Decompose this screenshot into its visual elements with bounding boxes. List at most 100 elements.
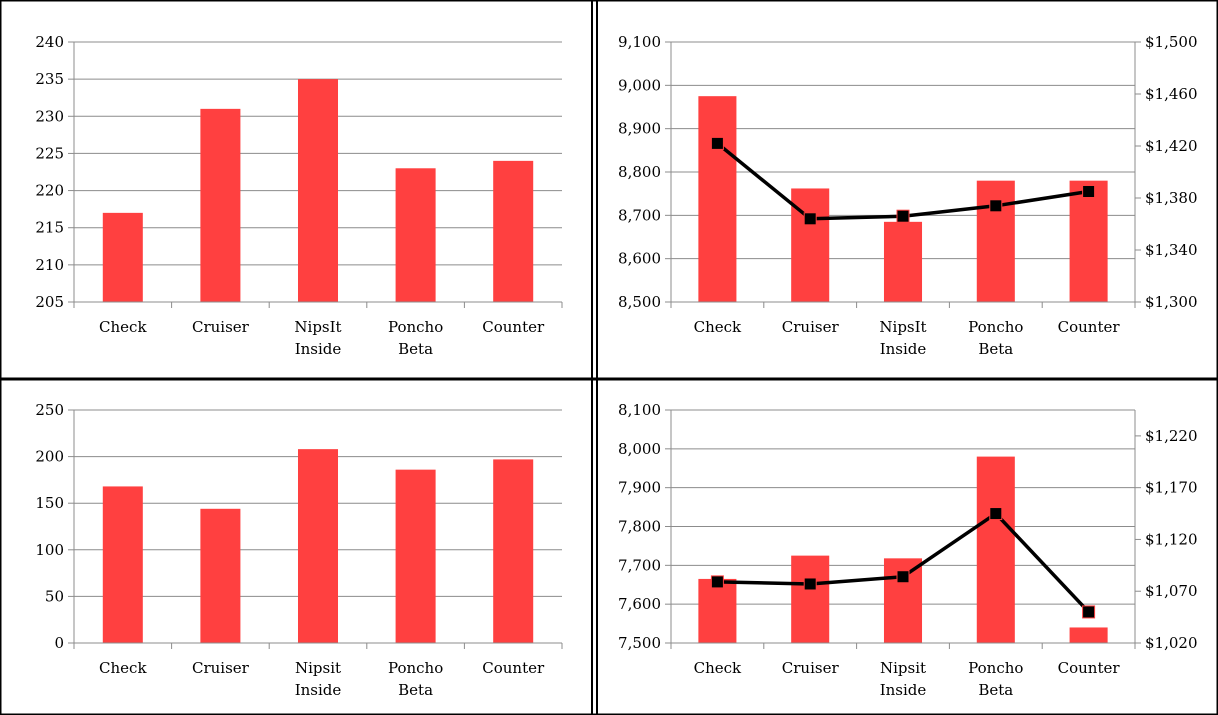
line-point-1 <box>803 577 817 591</box>
x-tick-label: Inside <box>880 681 927 699</box>
y-tick-label: 215 <box>35 219 64 237</box>
secondary-tick-label: $1,380 <box>1145 189 1198 207</box>
x-tick-label: Cruiser <box>782 318 840 336</box>
secondary-tick-label: $1,300 <box>1145 293 1198 311</box>
x-tick-label: Inside <box>295 340 342 358</box>
y-tick-label: 205 <box>35 293 64 311</box>
bar-2 <box>297 79 339 303</box>
chart-top-left: 205 210 215 220 225 230 235 240 Check Cruiser Nips… <box>35 33 563 358</box>
bar-3 <box>976 180 1015 302</box>
y-tick-label: 8,600 <box>618 250 661 268</box>
x-tick-label: Beta <box>398 681 433 699</box>
x-tick-label: Cruiser <box>192 318 250 336</box>
bar-4 <box>1069 180 1108 302</box>
x-tick-label: Poncho <box>388 659 443 677</box>
y-tick-label: 9,100 <box>618 33 661 51</box>
x-tick-label: Inside <box>880 340 927 358</box>
x-tick-label: NipsIt <box>294 318 341 336</box>
line-point-3 <box>989 199 1003 213</box>
y-tick-label: 250 <box>35 401 64 419</box>
secondary-tick-label: $1,020 <box>1145 634 1198 652</box>
y-tick-label: 100 <box>35 541 64 559</box>
y-tick-label: 8,500 <box>618 293 661 311</box>
secondary-tick-label: $1,460 <box>1145 85 1198 103</box>
y-tick-label: 240 <box>35 33 64 51</box>
y-tick-label: 9,000 <box>618 76 661 94</box>
y-tick-label: 0 <box>54 634 64 652</box>
x-tick-label: Beta <box>398 340 433 358</box>
bar-3 <box>395 469 436 643</box>
secondary-tick-label: $1,500 <box>1145 33 1198 51</box>
bar-1 <box>791 188 830 302</box>
y-tick-label: 8,800 <box>618 163 661 181</box>
y-tick-label: 220 <box>35 182 64 200</box>
x-tick-label: Counter <box>482 659 545 677</box>
x-tick-label: Poncho <box>388 318 443 336</box>
y-tick-label: 8,700 <box>618 206 661 224</box>
y-tick-label: 7,600 <box>618 595 661 613</box>
x-tick-label: Check <box>99 318 147 336</box>
line-point-1 <box>803 212 817 226</box>
chart-bottom-left: 0 50 100 150 200 250 Check Cruiser Nipsit Inside P… <box>35 401 563 699</box>
secondary-tick-label: $1,070 <box>1145 582 1198 600</box>
line-point-0 <box>710 136 724 150</box>
bar-2 <box>297 449 339 643</box>
secondary-tick-label: $1,170 <box>1145 479 1198 497</box>
bar-4 <box>493 459 534 643</box>
line-point-3 <box>989 507 1003 521</box>
x-tick-label: Counter <box>1058 318 1121 336</box>
bar-4 <box>1069 627 1108 643</box>
secondary-tick-label: $1,420 <box>1145 137 1198 155</box>
y-tick-label: 210 <box>35 256 64 274</box>
x-tick-label: NipsIt <box>879 318 926 336</box>
y-tick-label: 8,100 <box>618 401 661 419</box>
y-tick-label: 7,500 <box>618 634 661 652</box>
x-tick-label: Check <box>99 659 147 677</box>
line-point-2 <box>896 570 910 584</box>
x-tick-label: Counter <box>1058 659 1121 677</box>
x-tick-label: Cruiser <box>782 659 840 677</box>
bar-0 <box>698 578 737 643</box>
x-tick-label: Cruiser <box>192 659 250 677</box>
line-point-4 <box>1082 185 1096 198</box>
x-tick-label: Poncho <box>968 659 1023 677</box>
line-point-0 <box>710 575 724 589</box>
x-tick-label: Check <box>694 318 742 336</box>
y-tick-label: 230 <box>35 107 64 125</box>
y-tick-label: 150 <box>35 494 64 512</box>
y-tick-label: 7,800 <box>618 518 661 536</box>
bar-1 <box>200 508 241 643</box>
line-point-4 <box>1082 605 1096 619</box>
x-tick-label: Counter <box>482 318 545 336</box>
y-tick-label: 7,700 <box>618 556 661 574</box>
bar-0 <box>102 486 143 643</box>
secondary-tick-label: $1,340 <box>1145 241 1198 259</box>
x-tick-label: Nipsit <box>880 659 926 677</box>
y-tick-label: 200 <box>35 448 64 466</box>
bar-1 <box>200 108 241 302</box>
y-tick-label: 8,000 <box>618 440 661 458</box>
line-point-2 <box>896 209 910 223</box>
x-tick-label: Inside <box>295 681 342 699</box>
bar-0 <box>102 212 143 302</box>
x-tick-label: Check <box>694 659 742 677</box>
x-tick-label: Nipsit <box>295 659 341 677</box>
y-tick-label: 235 <box>35 70 64 88</box>
y-tick-label: 8,900 <box>618 120 661 138</box>
x-tick-label: Poncho <box>968 318 1023 336</box>
bar-0 <box>698 96 737 303</box>
y-tick-label: 225 <box>35 144 64 162</box>
y-tick-label: 50 <box>45 587 64 605</box>
bar-3 <box>976 456 1015 643</box>
x-tick-label: Beta <box>978 681 1013 699</box>
bar-1 <box>791 555 830 643</box>
chart-bottom-right: 7,500 7,600 7,700 7,800 7,900 8,000 8,100 Check… <box>618 401 1197 699</box>
chart-top-right: 8,500 8,600 8,700 8,800 8,900 9,000 9,100 Check… <box>618 33 1197 358</box>
line-series <box>716 142 1089 221</box>
bar-4 <box>493 160 534 302</box>
y-tick-label: 7,900 <box>618 479 661 497</box>
secondary-tick-label: $1,120 <box>1145 530 1198 548</box>
